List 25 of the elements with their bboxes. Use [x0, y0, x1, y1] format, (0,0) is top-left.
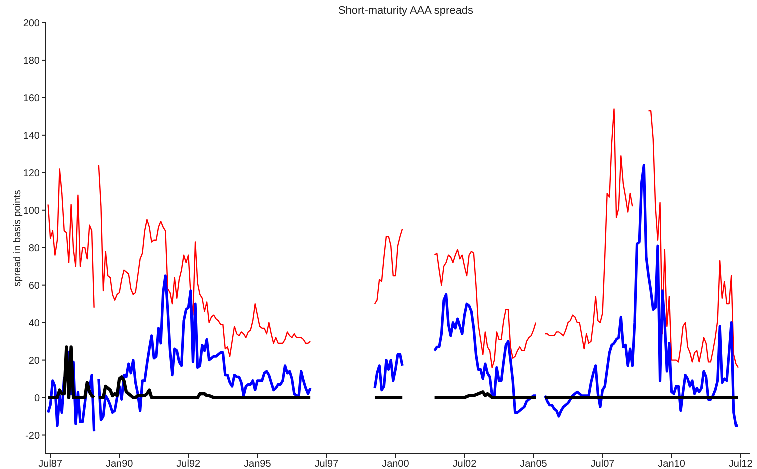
y-tick-label: 160	[23, 94, 40, 105]
y-tick-label: 100	[23, 206, 40, 217]
x-tick-label: Jan10	[658, 459, 686, 469]
y-tick-label: 60	[28, 280, 40, 292]
y-tick-label: -20	[26, 430, 40, 442]
chart-title: Short-maturity AAA spreads	[337, 5, 475, 17]
x-tick-label: Jul92	[176, 459, 202, 469]
y-tick-label: 200	[23, 18, 40, 30]
y-tick-label: 140	[23, 130, 40, 142]
x-tick-label: Jul07	[590, 459, 616, 469]
x-tick-label: Jul87	[38, 459, 63, 469]
x-tick-label: Jan95	[244, 459, 272, 469]
y-tick-label: 180	[23, 56, 40, 68]
x-tick-label: Jan05	[520, 459, 548, 469]
y-axis-title: spread in basis points	[12, 190, 24, 287]
y-tick-label: 20	[28, 356, 40, 367]
x-tick-label: Jul12	[728, 459, 754, 469]
y-tick-label: 120	[23, 168, 40, 180]
x-tick-label: Jan90	[106, 459, 134, 469]
y-tick-label: 80	[28, 243, 40, 254]
x-tick-label: Jan00	[382, 459, 410, 469]
y-tick-label: 0	[34, 393, 40, 404]
y-tick-label: 40	[28, 318, 40, 330]
x-tick-label: Jul97	[314, 459, 340, 469]
x-tick-label: Jul02	[452, 459, 478, 469]
